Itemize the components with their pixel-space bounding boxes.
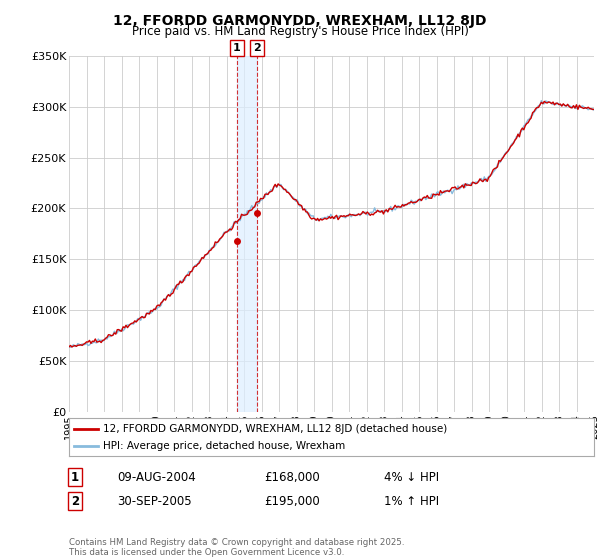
Text: 30-SEP-2005: 30-SEP-2005: [117, 494, 191, 508]
Text: 12, FFORDD GARMONYDD, WREXHAM, LL12 8JD: 12, FFORDD GARMONYDD, WREXHAM, LL12 8JD: [113, 14, 487, 28]
Text: Price paid vs. HM Land Registry's House Price Index (HPI): Price paid vs. HM Land Registry's House …: [131, 25, 469, 38]
Text: 2: 2: [253, 43, 261, 53]
Text: HPI: Average price, detached house, Wrexham: HPI: Average price, detached house, Wrex…: [103, 441, 346, 451]
Text: £168,000: £168,000: [264, 470, 320, 484]
Text: 09-AUG-2004: 09-AUG-2004: [117, 470, 196, 484]
Text: 1% ↑ HPI: 1% ↑ HPI: [384, 494, 439, 508]
Text: 2: 2: [71, 494, 79, 508]
Text: £195,000: £195,000: [264, 494, 320, 508]
Bar: [237, 56, 257, 412]
Text: 1: 1: [233, 43, 241, 53]
Text: 1: 1: [71, 470, 79, 484]
Text: 12, FFORDD GARMONYDD, WREXHAM, LL12 8JD (detached house): 12, FFORDD GARMONYDD, WREXHAM, LL12 8JD …: [103, 423, 448, 433]
Text: 4% ↓ HPI: 4% ↓ HPI: [384, 470, 439, 484]
Text: Contains HM Land Registry data © Crown copyright and database right 2025.
This d: Contains HM Land Registry data © Crown c…: [69, 538, 404, 557]
